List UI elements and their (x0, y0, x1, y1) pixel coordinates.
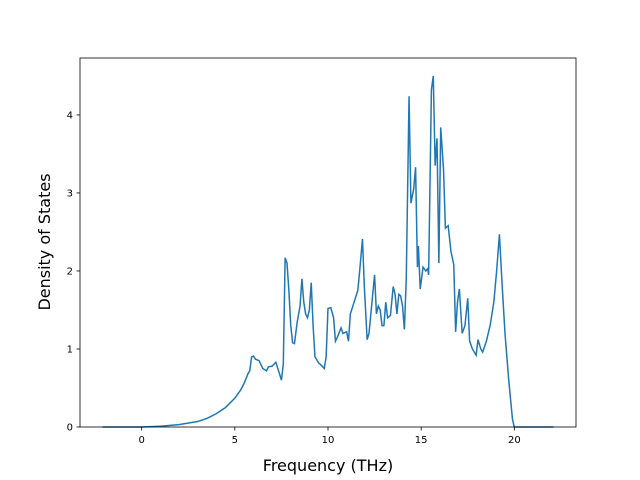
y-tick-label: 1 (67, 344, 73, 355)
x-tick-label: 15 (415, 435, 428, 446)
x-tick-label: 10 (322, 435, 335, 446)
y-axis-label: Density of States (35, 173, 54, 310)
y-tick-label: 3 (67, 188, 73, 199)
y-tick-label: 2 (67, 266, 73, 277)
line (102, 75, 554, 428)
x-tick-label: 20 (508, 435, 521, 446)
x-tick-label: 0 (138, 435, 144, 446)
plot-frame (79, 57, 577, 428)
y-tick-label: 4 (67, 110, 73, 121)
y-tick-label: 0 (67, 423, 73, 434)
x-tick-label: 5 (232, 435, 238, 446)
x-axis-label: Frequency (THz) (263, 456, 393, 475)
